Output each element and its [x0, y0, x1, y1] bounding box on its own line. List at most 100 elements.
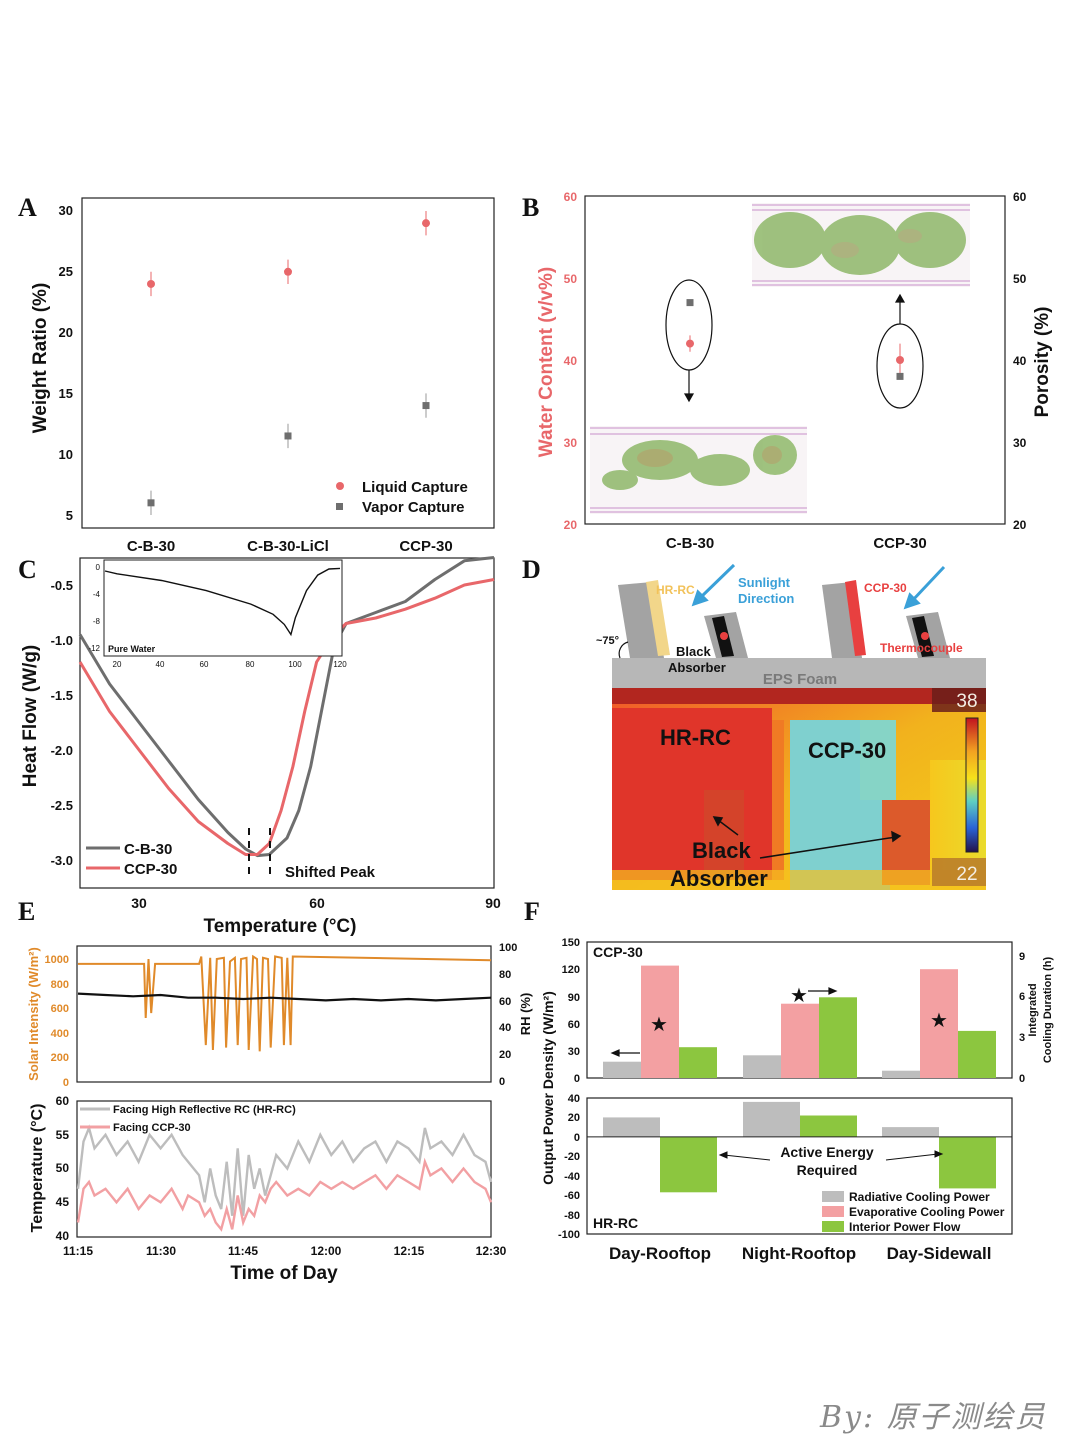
panel-f-star: ★: [930, 1010, 948, 1032]
panel-a-legend-vapor-marker: [336, 503, 343, 510]
panel-f-ytick-bottom: 0: [574, 1132, 580, 1144]
panel-f-xtick: Day-Sidewall: [887, 1244, 992, 1263]
panel-f-bar-interior: [819, 997, 857, 1078]
panel-c-line-cb30: [78, 556, 495, 858]
panel-c-annotation: Shifted Peak: [285, 864, 376, 881]
panel-f-star: ★: [650, 1014, 668, 1036]
panel-c-inset-label: Pure Water: [108, 644, 156, 654]
panel-f-bar-interior: [958, 1030, 996, 1078]
panel-c-inset-xtick: 20: [113, 660, 122, 669]
panel-f-ylabel: Output Power Density (W/m²): [540, 991, 556, 1185]
panel-f-xtick: Night-Rooftop: [742, 1244, 856, 1263]
label-hr-rc: HR-RC: [656, 583, 695, 597]
panel-a-ytick: 5: [66, 508, 73, 523]
panel-b-ytick-right: 50: [1013, 272, 1027, 286]
panel-b-ytick-left: 60: [564, 190, 578, 204]
panel-e-ytick-right: 20: [499, 1049, 511, 1061]
panel-f-bar-radiative-hr: [882, 1127, 939, 1137]
panel-f-ytick-top: 120: [562, 964, 580, 976]
panel-f-top-label: CCP-30: [593, 944, 643, 960]
panel-e-ylabel-temp: Temperature (°C): [29, 1104, 46, 1233]
panel-a-chart: 30 25 20 15 10 5 Weight Ratio (%) C-B-30…: [30, 197, 495, 555]
panel-c-ytick: -0.5: [51, 578, 73, 593]
panel-c-ytick: -1.0: [51, 633, 73, 648]
panel-c-ytick: -2.5: [51, 798, 73, 813]
panel-b-ytick-right: 30: [1013, 436, 1027, 450]
panel-b-point-water: [686, 339, 694, 348]
panel-f-ytick-right: 3: [1019, 1032, 1025, 1044]
panel-e-ytick-right: 100: [499, 942, 517, 954]
panel-b-ylabel-right: Porosity (%): [1032, 307, 1053, 418]
panel-a-point-liquid: [284, 267, 292, 276]
panel-c-xtick: 90: [485, 895, 501, 911]
panel-c-inset: 0 -4 -8 -12 20 40 60 80 100 120 Pure Wat…: [88, 559, 347, 669]
panel-e-line-rh: [77, 992, 492, 1002]
eps-foam-block: [612, 658, 986, 688]
panel-b-ytick-right: 20: [1013, 518, 1027, 532]
panel-e-ytick: 60: [56, 1094, 70, 1108]
panel-c-inset-ytick: -12: [88, 644, 100, 653]
panel-b-point-porosity: [686, 299, 694, 307]
hr-rc-coating: [646, 580, 670, 656]
panel-f-ytick-top: 90: [568, 992, 580, 1004]
panel-c-inset-xtick: 120: [333, 660, 347, 669]
ir-max-temp: 38: [956, 691, 977, 712]
panel-c-xtick: 30: [131, 895, 147, 911]
panel-f-bar-interior: [679, 1047, 717, 1078]
panel-a-legend-liquid-marker: [336, 482, 344, 490]
panel-a-xtick: CCP-30: [399, 538, 452, 555]
panel-e-bottom-frame: [76, 1100, 492, 1238]
eps-foam-label: EPS Foam: [763, 671, 837, 688]
panel-e-line-solar: [78, 954, 492, 1052]
panel-c-chart: -0.5 -1.0 -1.5 -2.0 -2.5 -3.0 30 60 90 Temper…: [20, 556, 501, 937]
ir-label-hr-rc: HR-RC: [660, 725, 731, 750]
panel-e-ytick-left: 600: [51, 1003, 69, 1015]
panel-a-ytick: 10: [59, 447, 73, 462]
panel-c-ylabel: Heat Flow (W/g): [20, 645, 41, 787]
panel-e-ytick-left: 400: [51, 1028, 69, 1040]
panel-b-point-water: [896, 356, 904, 364]
panel-c-line-ccp30: [78, 578, 495, 856]
panel-a-frame: [81, 197, 495, 529]
panel-f-ytick-top: 30: [568, 1046, 580, 1058]
panel-b-ytick-right: 60: [1013, 190, 1027, 204]
panel-e-xtick: 12:30: [476, 1244, 507, 1258]
panel-f-bar-radiative-hr: [743, 1101, 800, 1137]
panel-f-bar-radiative: [882, 1070, 920, 1078]
panel-a-point-liquid: [422, 219, 430, 228]
panel-f-annotation-arrow: [885, 1153, 939, 1161]
panel-f-bottom-label: HR-RC: [593, 1215, 638, 1231]
panel-f-ytick-bottom: -20: [564, 1151, 580, 1163]
panel-b-frame: [584, 195, 1006, 525]
panel-c-inset-ytick: 0: [96, 563, 101, 572]
panel-c-xtick: 60: [309, 895, 325, 911]
panel-e-ylabel-solar: Solar Intensity (W/m²): [26, 947, 41, 1081]
panel-f-legend-evaporative: Evaporative Cooling Power: [849, 1205, 1005, 1219]
panel-c-ytick: -1.5: [51, 688, 73, 703]
panel-f-ytick-top: 0: [574, 1073, 580, 1085]
ir-label-absorber: Absorber: [670, 866, 768, 891]
panel-f-legend-interior: Interior Power Flow: [849, 1220, 961, 1234]
panel-c-legend-cb30: C-B-30: [124, 841, 172, 858]
panel-e-ytick-right: 60: [499, 996, 511, 1008]
panel-f-bar-evaporative: [920, 969, 958, 1078]
panel-e-xtick: 11:30: [146, 1244, 176, 1258]
panel-letter-b: B: [522, 193, 539, 222]
panel-a-ytick: 15: [59, 386, 73, 401]
panel-a-point-vapor: [147, 499, 155, 507]
panel-e-ytick: 45: [56, 1195, 70, 1209]
panel-c-inset-line: [104, 567, 341, 637]
panel-f-annotation-2: Required: [797, 1162, 858, 1178]
panel-b-ct-image-cb30: [590, 426, 807, 514]
panel-a-ytick: 20: [59, 325, 73, 340]
label-angle: ~75°: [596, 635, 619, 647]
sunlight-arrow: [698, 563, 736, 600]
panel-f-ytick-bottom: -100: [558, 1229, 580, 1241]
panel-e-ytick: 55: [56, 1128, 70, 1142]
panel-c-inset-xtick: 60: [200, 660, 209, 669]
panel-b-chart: 60 50 40 30 20 60 50 40 30 20 Water Cont…: [536, 190, 1053, 552]
panel-e-xtick: 12:15: [394, 1244, 425, 1258]
panel-b-xtick: C-B-30: [666, 535, 714, 552]
ir-pointer-arrow: [717, 819, 739, 836]
ir-pointer-arrow: [759, 836, 897, 859]
